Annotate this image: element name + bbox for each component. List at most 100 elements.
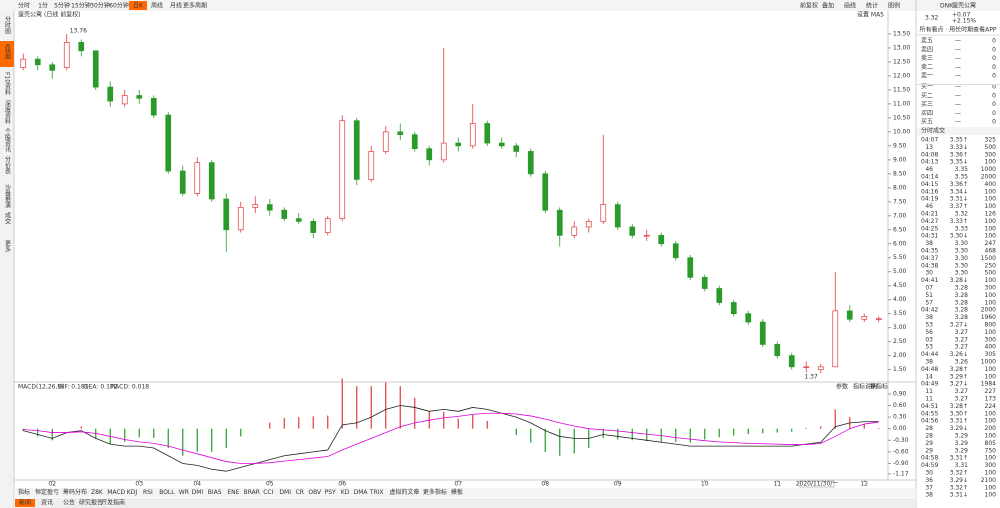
candle-body bbox=[34, 58, 41, 66]
tool-button[interactable]: 画线 bbox=[844, 2, 856, 10]
period-tab[interactable]: 分时 bbox=[18, 2, 30, 10]
trade-time: 04:07 bbox=[921, 137, 938, 144]
bottom-tab[interactable]: 开发指南 bbox=[101, 499, 125, 507]
indicator-tab[interactable]: 恒定盈亏 bbox=[35, 488, 59, 496]
trade-time: 04:21 bbox=[921, 211, 938, 218]
indicator-tab[interactable]: TRIX bbox=[369, 489, 384, 496]
tool-button[interactable]: 前复权 bbox=[800, 2, 818, 10]
side-tab[interactable]: 分时图 bbox=[4, 15, 11, 35]
book-vol: 0 bbox=[992, 38, 996, 45]
trade-vol: 1984 bbox=[981, 381, 996, 388]
trade-vol: 126 bbox=[985, 211, 997, 218]
bottom-tab[interactable]: 新闻 bbox=[19, 499, 31, 507]
indicator-tab[interactable]: CCI bbox=[263, 489, 273, 496]
indicator-tab[interactable]: BOLL bbox=[159, 489, 175, 496]
macd-bar bbox=[341, 378, 343, 429]
macd-button[interactable]: 换指标 bbox=[870, 383, 888, 391]
toolbar-bg bbox=[0, 0, 1000, 11]
indicator-tab[interactable]: WR bbox=[179, 489, 189, 496]
period-tab[interactable]: 30分钟 bbox=[90, 2, 110, 10]
candle-body bbox=[832, 310, 839, 368]
y-tick-label: 7.00 bbox=[893, 212, 907, 219]
side-tab[interactable]: K线图 bbox=[4, 44, 11, 61]
bottom-tab[interactable]: 公告 bbox=[63, 499, 75, 507]
trade-time: 04:55 bbox=[921, 410, 938, 417]
period-tab[interactable]: 60分钟 bbox=[109, 2, 129, 10]
indicator-tab[interactable]: DMI bbox=[279, 489, 291, 496]
tool-button[interactable]: 统计 bbox=[866, 2, 878, 10]
indicator-tab[interactable]: Z8K bbox=[91, 489, 104, 496]
bottom-tab[interactable]: 研究报告 bbox=[79, 499, 103, 507]
indicator-tab[interactable]: PSY bbox=[325, 489, 336, 496]
indicator-tab[interactable]: DMI bbox=[192, 489, 204, 496]
macd-bar bbox=[530, 428, 532, 443]
indicator-tab[interactable]: 更多指标 bbox=[423, 488, 447, 496]
candle-body bbox=[484, 123, 491, 144]
chart-setting[interactable]: 设置 MA5 bbox=[857, 11, 884, 19]
candle-body bbox=[629, 226, 636, 236]
trade-time: 37 bbox=[925, 484, 933, 491]
side-tab[interactable]: 更多 bbox=[4, 240, 11, 253]
side-tab[interactable]: 成交 bbox=[4, 211, 11, 225]
indicator-tab[interactable]: BIAS bbox=[208, 489, 222, 496]
indicator-tab[interactable]: ENE bbox=[227, 489, 239, 496]
macd-bar bbox=[269, 422, 271, 429]
tool-button[interactable]: 叠加 bbox=[822, 2, 834, 10]
indicator-tab[interactable]: 虚拟的文章 bbox=[389, 488, 419, 496]
x-tick-label: 02 bbox=[48, 481, 56, 488]
trade-time: 04:56 bbox=[921, 418, 938, 425]
trade-time: 56 bbox=[925, 329, 933, 336]
candle-body bbox=[63, 42, 70, 68]
side-tab[interactable]: 沙盘推演 bbox=[4, 184, 11, 209]
period-tab[interactable]: 1分 bbox=[38, 2, 48, 10]
indicator-tab[interactable]: 筹码分布 bbox=[63, 488, 87, 496]
side-tab[interactable]: 分价表 bbox=[4, 155, 11, 175]
macd-bar bbox=[646, 428, 648, 442]
trade-vol: 100 bbox=[985, 233, 997, 240]
trade-price: 3.27 bbox=[955, 396, 969, 403]
macd-bar bbox=[747, 428, 749, 435]
trade-price: 3.28 bbox=[955, 314, 969, 321]
tool-button[interactable]: 图例 bbox=[888, 2, 900, 10]
macd-button[interactable]: 参数 bbox=[836, 383, 848, 391]
indicator-tab[interactable]: 指标 bbox=[18, 488, 30, 496]
period-tab[interactable]: 更多周期 bbox=[183, 2, 207, 10]
period-tab[interactable]: 15分钟 bbox=[71, 2, 91, 10]
macd-button[interactable]: 指标说明 bbox=[853, 383, 877, 391]
book-label: 买三 bbox=[921, 100, 933, 108]
indicator-tab[interactable]: DMA bbox=[354, 489, 369, 496]
side-tab[interactable]: 深度资料 bbox=[4, 99, 11, 125]
bottom-tab[interactable]: 资讯 bbox=[41, 499, 53, 507]
trade-vol: 100 bbox=[985, 492, 997, 499]
trade-price: 3.34↓ bbox=[950, 188, 968, 195]
indicator-tab[interactable]: MACD bbox=[107, 489, 125, 496]
period-tab[interactable]: 周线 bbox=[151, 2, 163, 10]
indicator-tab[interactable]: KDJ bbox=[127, 489, 138, 496]
indicator-tab[interactable]: RSI bbox=[143, 489, 153, 496]
trade-price: 3.27↓ bbox=[950, 322, 968, 329]
indicator-tab[interactable]: KD bbox=[341, 489, 350, 496]
period-tab[interactable]: 日K bbox=[133, 3, 144, 10]
y-tick-label: 4.50 bbox=[893, 282, 907, 289]
indicator-tab[interactable]: CR bbox=[296, 489, 304, 496]
side-tab[interactable]: 个股资讯 bbox=[4, 128, 11, 153]
indicator-tab[interactable]: OBV bbox=[308, 489, 322, 496]
macd-bar bbox=[196, 428, 198, 452]
quote-link[interactable]: 所有看点 · 用长时期查看APP bbox=[919, 26, 996, 34]
y-tick-label: 7.50 bbox=[893, 198, 907, 205]
side-tab[interactable]: F10资料 bbox=[4, 72, 11, 96]
period-tab[interactable]: 5分钟 bbox=[54, 2, 70, 10]
book-label: 卖三 bbox=[921, 55, 933, 62]
book-vol: 0 bbox=[992, 110, 996, 117]
macd-bar bbox=[298, 417, 300, 429]
trade-price: 3.28 bbox=[955, 299, 969, 306]
candle-body bbox=[716, 288, 723, 303]
trade-vol: 100 bbox=[985, 366, 997, 373]
indicator-tab[interactable]: 模板 bbox=[451, 488, 463, 496]
indicator-tab[interactable]: BRAR bbox=[244, 489, 260, 496]
trade-vol: 100 bbox=[985, 410, 997, 417]
trade-time: 36 bbox=[925, 477, 933, 484]
period-tab[interactable]: 月线 bbox=[170, 2, 182, 10]
macd-y-label: -0.60 bbox=[893, 448, 909, 455]
trade-time: 46 bbox=[925, 166, 933, 173]
